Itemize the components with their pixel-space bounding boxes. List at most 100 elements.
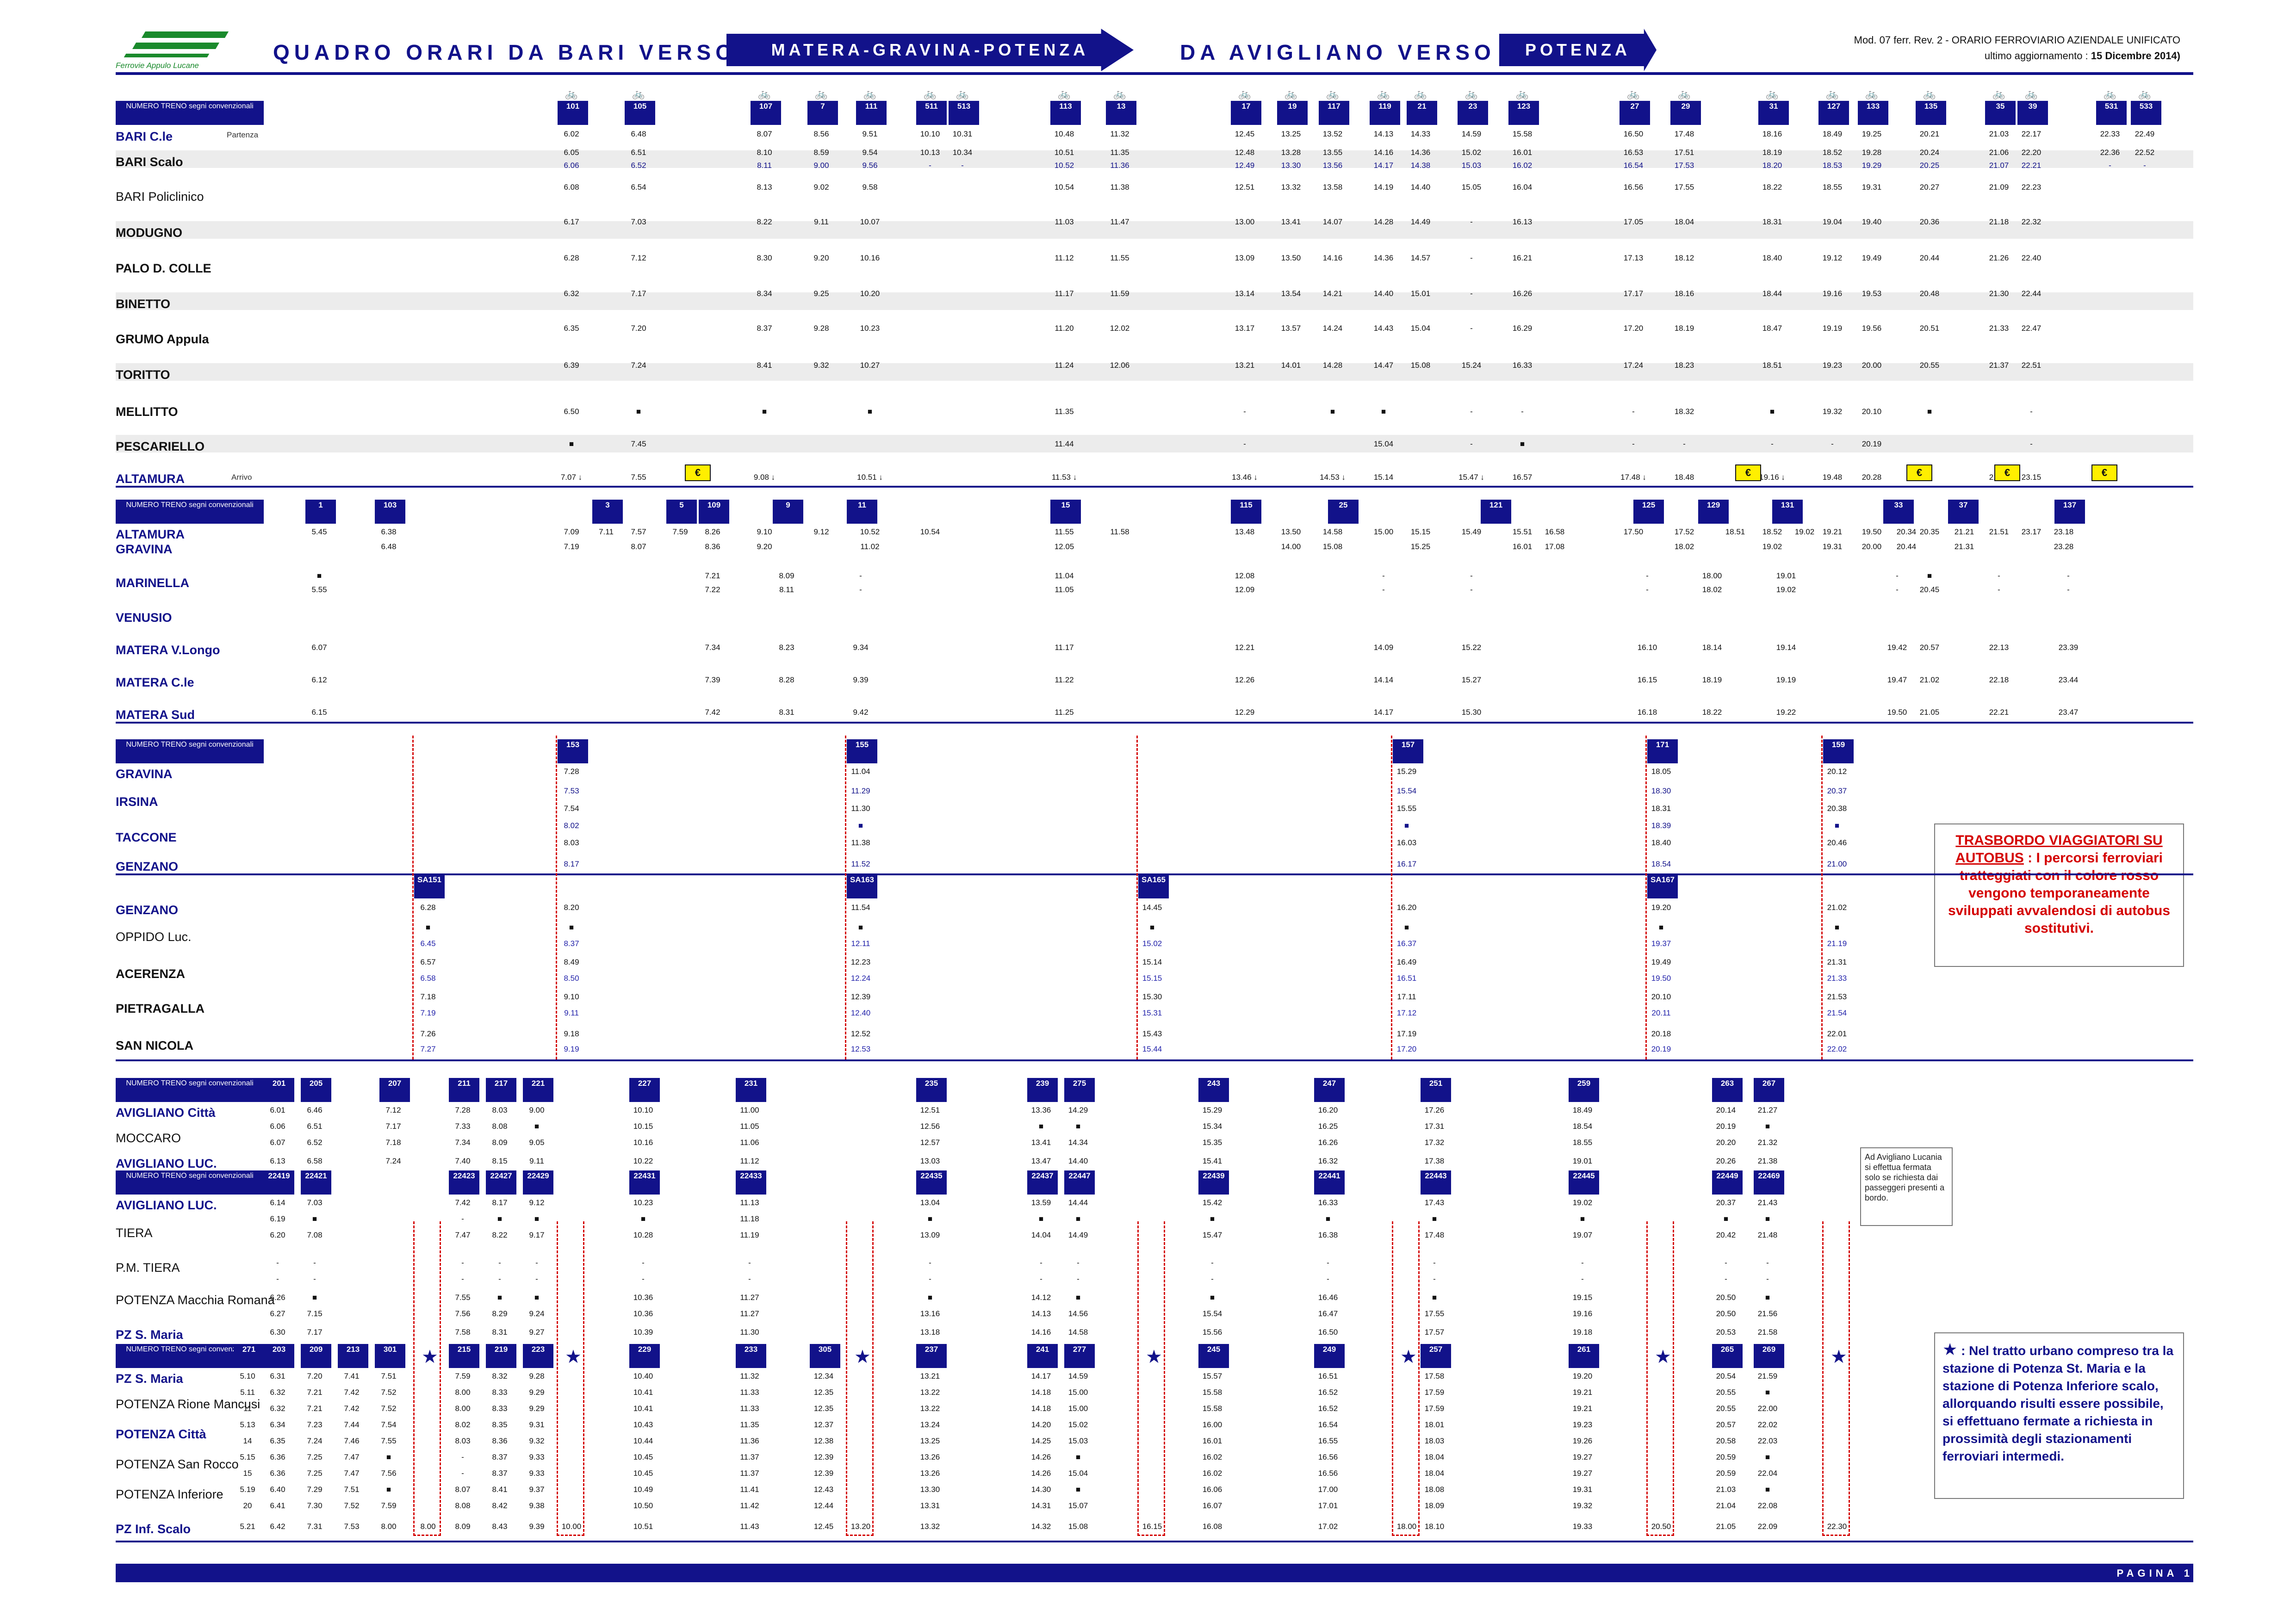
time-cell: 12.21 <box>1235 643 1255 652</box>
time-cell: 17.02 <box>1318 1522 1338 1531</box>
time-cell: 14.29 <box>1068 1106 1088 1114</box>
train-number: 22437 <box>1027 1170 1058 1195</box>
time-cell: ■ <box>1075 1485 1081 1494</box>
time-cell: 14.20 <box>1031 1420 1051 1429</box>
time-cell: 11.44 <box>1055 440 1074 448</box>
time-cell: 15.27 <box>1461 675 1482 684</box>
time-cell: 10.16 <box>633 1138 653 1147</box>
time-cell: 8.07 <box>455 1485 471 1494</box>
time-cell: 6.40 <box>270 1485 285 1494</box>
time-cell: 9.25 <box>813 289 829 298</box>
time-cell: - <box>461 1214 464 1223</box>
time-cell: 11.00 <box>740 1106 759 1114</box>
time-cell: 6.51 <box>307 1122 323 1131</box>
time-cell: 17.57 <box>1424 1328 1445 1337</box>
station-name: POTENZA Rione Mancusi <box>116 1397 261 1411</box>
time-cell: 16.52 <box>1318 1388 1338 1397</box>
train-number: 25 <box>1328 500 1359 524</box>
time-cell: 15.04 <box>1373 440 1394 448</box>
time-cell: 6.17 <box>564 217 579 226</box>
time-cell: 20.14 <box>1716 1106 1736 1114</box>
time-cell: 12.45 <box>813 1522 834 1531</box>
time-cell: 17.20 <box>1396 1045 1417 1053</box>
time-cell: 13.30 <box>920 1485 940 1494</box>
time-cell: 21.56 <box>1757 1309 1778 1318</box>
time-cell: - <box>1243 407 1246 416</box>
train-number: 301 <box>375 1344 405 1368</box>
time-cell: - <box>461 1275 464 1283</box>
time-cell: 9.05 <box>529 1138 545 1147</box>
train-number: 275 <box>1064 1078 1095 1102</box>
bike-icon: 🚲 <box>2138 88 2151 99</box>
time-cell: 22.36 <box>2100 148 2120 157</box>
time-cell: ■ <box>1404 923 1409 932</box>
station-name: POTENZA Inferiore <box>116 1487 223 1501</box>
time-cell: 22.00 <box>1757 1404 1778 1413</box>
time-cell: 7.17 <box>631 289 646 298</box>
time-cell: 12.37 <box>813 1420 834 1429</box>
time-cell: 7.18 <box>385 1138 401 1147</box>
time-cell: 21.05 <box>1716 1522 1736 1531</box>
train-number: 22435 <box>916 1170 947 1195</box>
time-cell: 15.30 <box>1461 708 1482 717</box>
time-cell: 21.37 <box>1989 361 2009 370</box>
time-cell: 14.53 ↓ <box>1320 473 1346 482</box>
time-cell: 8.36 <box>705 542 720 551</box>
time-cell: 8.30 <box>757 254 772 262</box>
time-cell: ■ <box>1723 1214 1729 1223</box>
time-cell: 20.44 <box>1919 254 1940 262</box>
time-cell: 20.37 <box>1716 1198 1736 1207</box>
time-cell: 15.54 <box>1202 1309 1222 1318</box>
time-cell: 18.04 <box>1424 1469 1445 1478</box>
time-cell: 10.23 <box>633 1198 653 1207</box>
time-cell: 18.54 <box>1572 1122 1593 1131</box>
time-cell: 10.39 <box>633 1328 653 1337</box>
time-cell: 20.25 <box>1919 161 1940 170</box>
time-cell: 9.32 <box>529 1436 545 1445</box>
time-cell: 19.49 <box>1862 254 1882 262</box>
time-cell: 12.53 <box>850 1045 871 1053</box>
bus-route-dash <box>557 1221 584 1536</box>
time-cell: ■ <box>636 407 641 416</box>
time-cell: 14.56 <box>1068 1309 1088 1318</box>
supplement-marker: € <box>2091 464 2117 481</box>
time-cell: 13.41 <box>1281 217 1301 226</box>
bike-icon: 🚲 <box>1766 88 1779 99</box>
bike-icon: 🚲 <box>2104 88 2116 99</box>
train-number: 22421 <box>301 1170 331 1195</box>
time-cell: 12.49 <box>1235 161 1255 170</box>
train-number: 127 <box>1818 101 1849 125</box>
time-cell: ■ <box>1769 407 1775 416</box>
time-cell: 7.58 <box>455 1328 471 1337</box>
time-cell: 23.17 <box>2021 527 2042 536</box>
time-cell: 9.39 <box>853 675 869 684</box>
time-cell: 9.34 <box>853 643 869 652</box>
time-cell: 12.43 <box>813 1485 834 1494</box>
station-name: MOCCARO <box>116 1131 181 1145</box>
numero-treno-header-3: NUMERO TRENO segni convenzionali <box>116 739 264 763</box>
bus-arrival-time: 8.00 <box>420 1522 436 1531</box>
time-cell: 6.08 <box>564 183 579 192</box>
time-cell: 9.42 <box>853 708 869 717</box>
time-cell: 10.36 <box>633 1309 653 1318</box>
time-cell: ■ <box>1330 407 1335 416</box>
time-cell: 12.51 <box>920 1106 940 1114</box>
station-name: PZ Inf. Scalo <box>116 1522 191 1536</box>
train-number: 22441 <box>1314 1170 1345 1195</box>
time-cell: 12.11 <box>851 939 870 948</box>
time-cell: - <box>748 1258 751 1267</box>
time-cell: 7.30 <box>307 1501 323 1510</box>
time-cell: - <box>642 1258 645 1267</box>
time-cell: 13.28 <box>1281 148 1301 157</box>
time-cell: - <box>2067 585 2070 594</box>
time-cell: 17.43 <box>1424 1198 1445 1207</box>
station-name: VENUSIO <box>116 611 172 625</box>
time-cell: 18.54 <box>1651 860 1671 868</box>
time-cell: 13.09 <box>1235 254 1255 262</box>
time-cell: 18.44 <box>1762 289 1782 298</box>
time-cell: 8.02 <box>455 1420 471 1429</box>
bus-number: SA151 <box>414 874 445 898</box>
time-cell: 17.24 <box>1623 361 1644 370</box>
time-cell: 18.08 <box>1424 1485 1445 1494</box>
station-name: GENZANO <box>116 903 178 917</box>
